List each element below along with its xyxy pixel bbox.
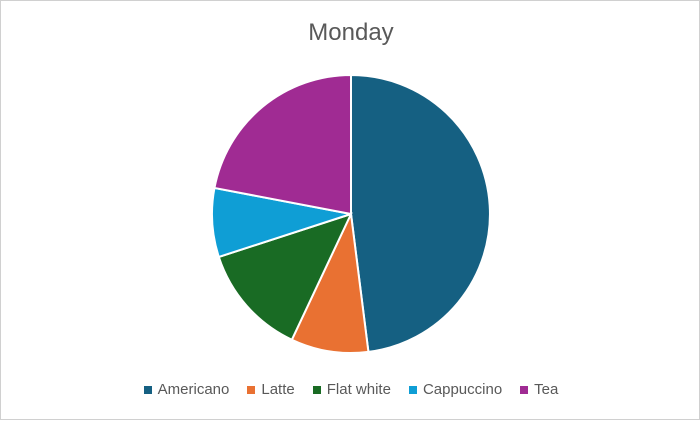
legend-item-flat-white: Flat white xyxy=(312,381,391,398)
legend-item-americano: Americano xyxy=(143,381,230,398)
legend-swatch xyxy=(247,385,256,394)
legend-label: Cappuccino xyxy=(422,381,503,398)
legend-item-latte: Latte xyxy=(247,381,295,398)
legend-label: Tea xyxy=(534,381,559,398)
legend-swatch xyxy=(143,385,152,394)
legend-swatch xyxy=(520,385,529,394)
legend-label: Flat white xyxy=(326,381,391,398)
legend-item-cappuccino: Cappuccino xyxy=(408,381,503,398)
legend-swatch xyxy=(408,385,417,394)
legend-label: Latte xyxy=(261,381,295,398)
pie-slice-flat-white xyxy=(217,212,353,342)
legend-label: Americano xyxy=(157,381,230,398)
pie-slice-americano xyxy=(350,73,491,354)
chart-title: Monday xyxy=(308,19,394,46)
pie-slice-tea xyxy=(213,73,352,216)
chart-legend: Americano Latte Flat white Cappuccino Tea xyxy=(1,381,700,398)
pie-slices xyxy=(210,73,491,354)
legend-swatch xyxy=(312,385,321,394)
legend-item-tea: Tea xyxy=(520,381,558,398)
